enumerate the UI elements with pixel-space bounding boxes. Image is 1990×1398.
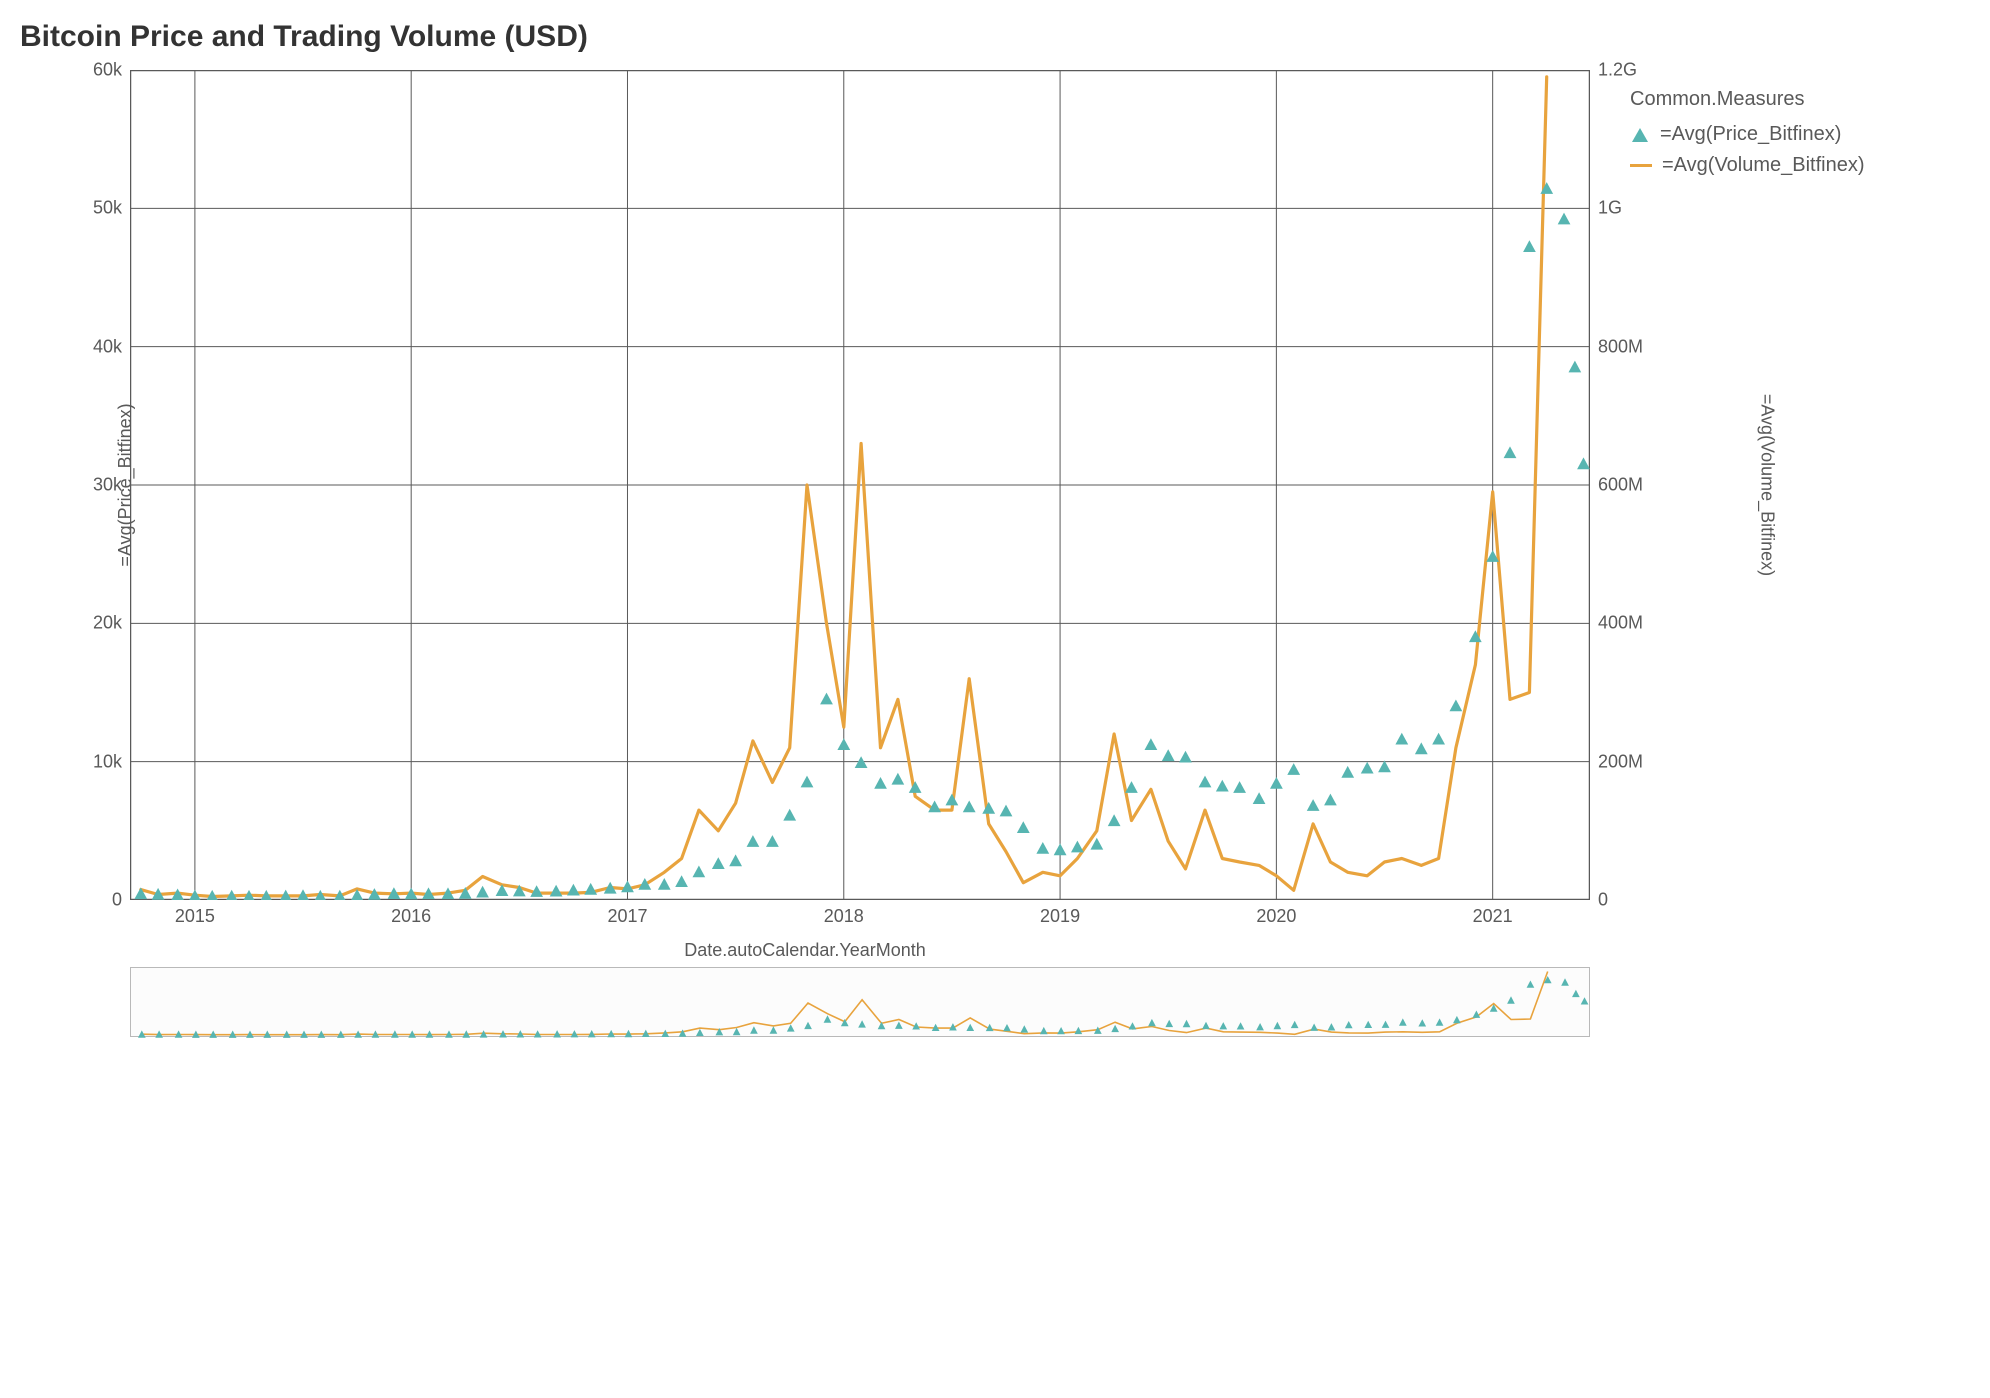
legend-title: Common.Measures: [1630, 88, 1865, 111]
y-left-tick-label: 40k: [93, 336, 130, 357]
legend-triangle-icon: [1630, 127, 1650, 143]
y-left-tick-label: 60k: [93, 60, 130, 81]
x-tick-label: 2018: [824, 900, 864, 927]
y-right-tick-label: 1.2G: [1590, 60, 1637, 81]
y-axis-right-label: =Avg(Volume_Bitfinex): [1757, 394, 1778, 576]
x-tick-label: 2020: [1256, 900, 1296, 927]
legend: Common.Measures =Avg(Price_Bitfinex) =Avg…: [1630, 70, 1865, 185]
y-left-tick-label: 50k: [93, 198, 130, 219]
x-tick-label: 2016: [391, 900, 431, 927]
legend-item-volume[interactable]: =Avg(Volume_Bitfinex): [1630, 154, 1865, 177]
y-left-tick-label: 20k: [93, 613, 130, 634]
legend-item-price[interactable]: =Avg(Price_Bitfinex): [1630, 123, 1865, 146]
legend-item-label: =Avg(Volume_Bitfinex): [1662, 154, 1865, 177]
y-right-tick-label: 400M: [1590, 613, 1643, 634]
y-left-tick-label: 10k: [93, 751, 130, 772]
x-tick-label: 2021: [1473, 900, 1513, 927]
minimap-caption: Date.autoCalendar.YearMonth: [20, 940, 1590, 961]
y-right-tick-label: 1G: [1590, 198, 1622, 219]
y-right-tick-label: 600M: [1590, 475, 1643, 496]
y-right-tick-label: 200M: [1590, 751, 1643, 772]
legend-item-label: =Avg(Price_Bitfinex): [1660, 123, 1841, 146]
chart-plot-area[interactable]: =Avg(Price_Bitfinex) =Avg(Volume_Bitfine…: [130, 70, 1590, 900]
x-tick-label: 2017: [607, 900, 647, 927]
minimap[interactable]: [130, 967, 1590, 1037]
y-left-tick-label: 30k: [93, 475, 130, 496]
x-tick-label: 2015: [175, 900, 215, 927]
x-tick-label: 2019: [1040, 900, 1080, 927]
y-left-tick-label: 0: [112, 890, 130, 911]
legend-line-icon: [1630, 164, 1652, 167]
chart-title: Bitcoin Price and Trading Volume (USD): [20, 20, 1970, 54]
y-right-tick-label: 800M: [1590, 336, 1643, 357]
minimap-price-series: [138, 976, 1588, 1038]
price-triangle-series: [134, 182, 1590, 900]
y-right-tick-label: 0: [1590, 890, 1608, 911]
